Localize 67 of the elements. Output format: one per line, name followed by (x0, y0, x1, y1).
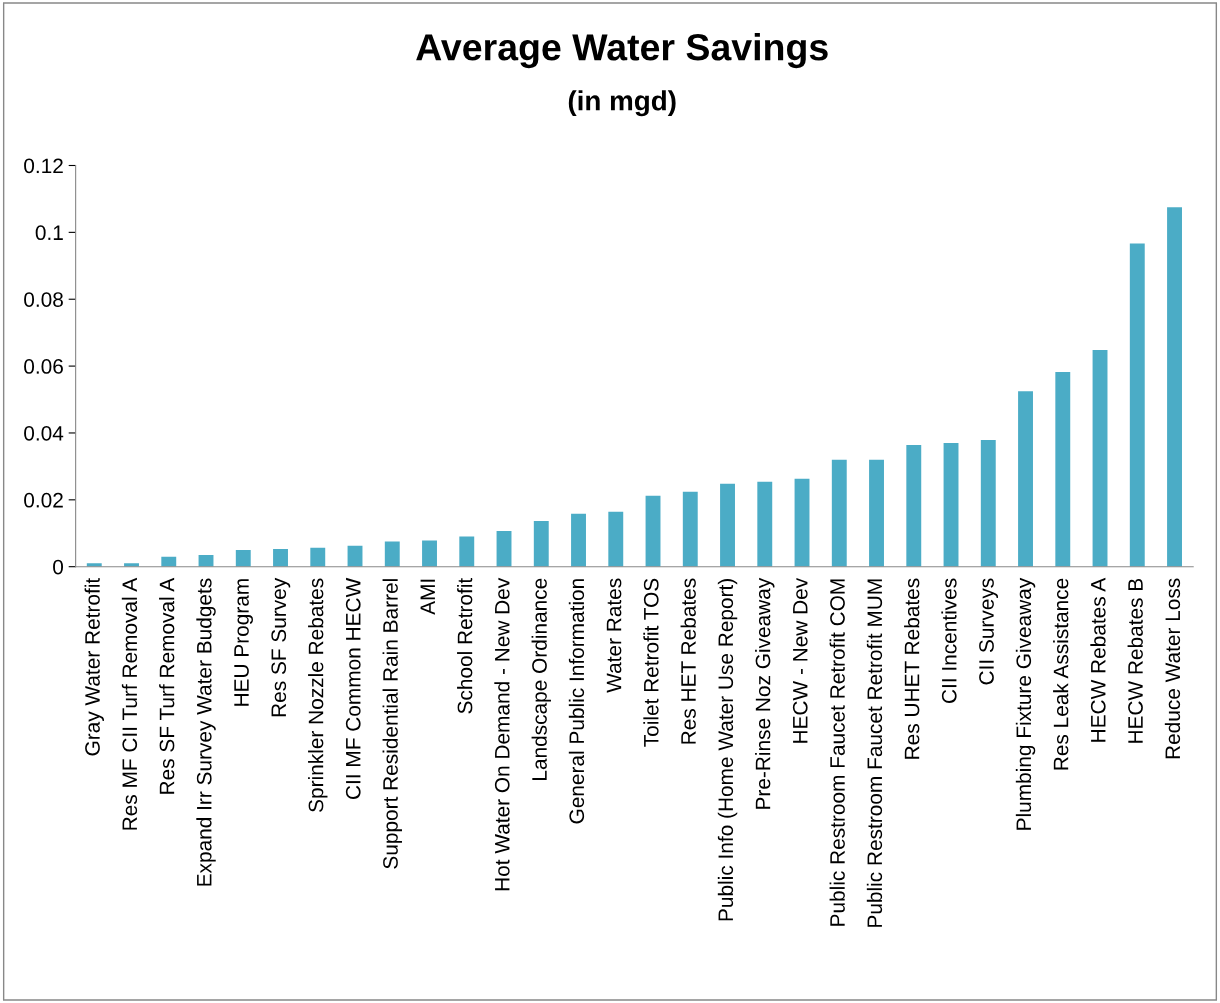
bar (906, 445, 922, 567)
bar (1092, 350, 1108, 567)
y-tick-label: 0.08 (24, 292, 63, 307)
x-tick-label: AMI (420, 579, 435, 615)
x-tick-label: Res UHET Rebates (904, 578, 920, 759)
y-tick-label: 0.02 (24, 492, 63, 508)
bar (496, 530, 512, 567)
x-tick-label: Public Restroom Faucet Retrofit COM (829, 579, 845, 926)
x-tick-label: Gray Water Retrofit (84, 577, 104, 756)
bar (571, 513, 586, 567)
x-tick-label: Res SF Turf Removal A (159, 577, 175, 794)
bar (86, 563, 102, 567)
bar (608, 511, 624, 567)
bar (645, 495, 661, 567)
bar (980, 439, 996, 567)
x-tick-label: Res Leak Assistance (1053, 578, 1069, 770)
x-tick-label: School Retrofit (457, 577, 473, 714)
bar (757, 481, 773, 567)
y-tick-label: 0.1 (35, 225, 63, 241)
bar (831, 459, 847, 567)
x-tick-label: HECW Rebates B (1127, 578, 1143, 743)
x-tick-label: Res MF CII Turf Removal A (121, 577, 138, 830)
bar (533, 520, 549, 567)
x-tick-label: Hot Water On Demand - New Dev (494, 577, 510, 891)
y-tick-label: 0.04 (24, 425, 64, 441)
x-tick-label: HECW - New Dev (792, 577, 808, 743)
bar (943, 442, 959, 567)
x-tick-label: CII Surveys (979, 578, 998, 685)
bar (124, 563, 139, 567)
bar (794, 478, 810, 567)
x-tick-label: Expand Irr Survey Water Budgets (196, 578, 216, 886)
x-tick-label: HEU Program (234, 579, 253, 706)
x-tick-label: Water Rates (606, 578, 622, 693)
x-tick-label: Res HET Rebates (680, 578, 696, 744)
bar (1129, 243, 1145, 567)
bar (235, 549, 251, 567)
bar (384, 541, 400, 567)
bar (682, 491, 698, 567)
chart-title: Average Water Savings (416, 33, 828, 69)
x-tick-label: HECW Rebates A (1090, 577, 1106, 742)
y-tick-label: 0 (53, 559, 64, 575)
bar (459, 536, 475, 567)
y-tick-label: 0.06 (24, 359, 63, 374)
x-tick-label: Landscape Ordinance (531, 578, 551, 780)
bar (1018, 391, 1033, 567)
bar (1055, 372, 1071, 567)
bar (869, 459, 884, 567)
x-tick-label: Public Info (Home Water Use Report) (717, 579, 738, 921)
x-tick-label: Pre-Rinse Noz Giveaway (755, 577, 775, 809)
x-tick-label: Support Residential Rain Barrel (382, 579, 402, 869)
y-tick-label: 0.12 (24, 158, 63, 174)
x-tick-label: Res SF Survey (271, 577, 291, 717)
bar (1167, 207, 1182, 567)
bar (310, 547, 326, 567)
x-tick-label: Public Restroom Faucet Retrofit MUM (866, 579, 883, 927)
x-tick-label: General Public Information (568, 579, 585, 824)
bar (273, 548, 288, 567)
x-tick-label: Sprinkler Nozzle Rebates (308, 578, 328, 812)
x-tick-label: CII Incentives (941, 578, 957, 703)
chart-subtitle: (in mgd) (568, 90, 676, 117)
x-tick-label: Reduce Water Loss (1164, 578, 1181, 759)
bar (161, 556, 177, 567)
x-tick-label: Plumbing Fixture Giveaway (1015, 577, 1036, 830)
bar (720, 483, 735, 567)
bar (422, 540, 437, 567)
x-tick-label: Toilet Retrofit TOS (643, 578, 659, 747)
x-tick-label: CII MF Common HECW (345, 577, 361, 799)
